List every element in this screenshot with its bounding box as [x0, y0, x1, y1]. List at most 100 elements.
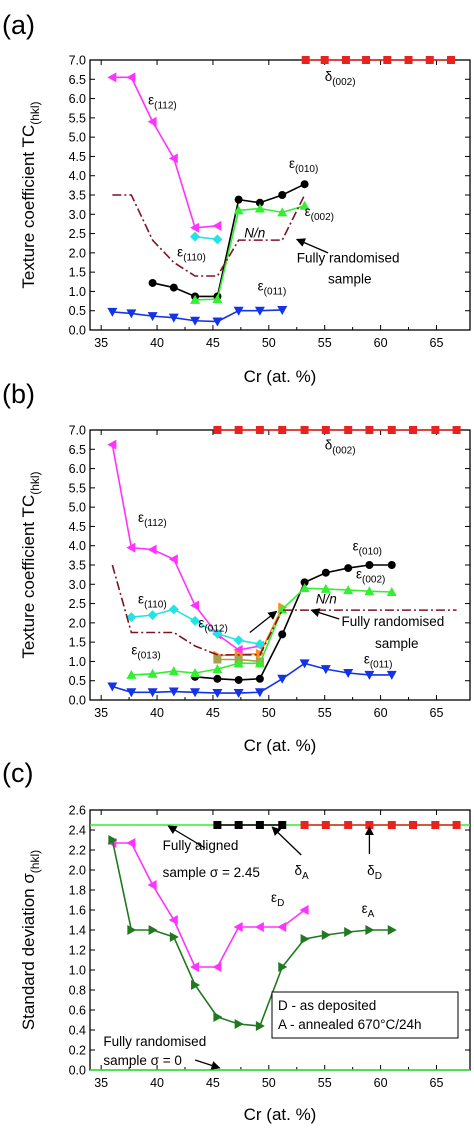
- series-e112: [107, 72, 222, 233]
- data-point-e002: [126, 669, 137, 679]
- data-point-dA: [255, 821, 264, 829]
- y-axis-label-text: Standard deviation σ: [19, 873, 38, 1030]
- data-point-e010: [321, 568, 330, 577]
- annotation-label-subscript: (112): [154, 100, 177, 111]
- annotation-label: Fully randomised: [297, 251, 400, 266]
- y-tick-label: 2.5: [69, 227, 86, 241]
- annotation-label-text: sample σ = 2.45: [163, 865, 260, 880]
- series-line-nn: [111, 564, 457, 656]
- data-point-dD: [452, 821, 461, 829]
- series-line-e011: [112, 662, 392, 694]
- y-tick-label: 7.0: [69, 54, 86, 68]
- data-point-e110: [126, 612, 137, 623]
- x-tick-label: 35: [94, 1076, 108, 1090]
- x-tick-label: 65: [430, 706, 444, 720]
- data-point-d002: [383, 56, 392, 64]
- annotation-arrow: [194, 1059, 221, 1070]
- annotation-label-text: δ: [367, 863, 375, 878]
- chart-panel-1: (b) 35 40 45 50 55 60 65 0.0 0.5 1.0 1.5 2.0 2.5 3.0 3.…: [2, 379, 471, 755]
- x-tick-label: 50: [262, 336, 276, 350]
- data-point-e112: [168, 153, 178, 164]
- annotation-label-text: δ: [325, 437, 333, 452]
- annotation-label-text: ε: [138, 510, 144, 525]
- data-point-e010: [387, 561, 396, 569]
- data-point-e002: [233, 658, 244, 668]
- y-tick-label: 1.0: [69, 285, 86, 299]
- data-point-dD: [431, 821, 440, 829]
- legend-line: A - annealed 670°C/24h: [278, 1017, 422, 1032]
- data-point-eA: [191, 980, 201, 990]
- data-point-d002: [213, 426, 222, 434]
- y-axis-label-subscript: (hkl): [28, 101, 42, 124]
- chart-panel-0: (a) 35 40 45 50 55 60 65 0.0 0.5 1.0 1.5 2.0 2.5 3.0 3.…: [2, 10, 471, 386]
- data-point-e112: [168, 554, 178, 565]
- y-tick-label: 5.0: [69, 131, 86, 145]
- series-e010: [191, 561, 396, 684]
- series-e112: [107, 439, 264, 655]
- data-point-e011: [254, 688, 265, 698]
- annotation-label-subscript: (002): [332, 445, 355, 456]
- data-point-eA: [278, 962, 288, 972]
- data-point-e011: [107, 682, 118, 692]
- data-point-d002: [341, 56, 350, 64]
- data-point-e110: [190, 615, 201, 626]
- data-point-e002: [168, 666, 179, 676]
- annotation-label: sample: [328, 272, 372, 287]
- data-point-e002: [320, 583, 331, 593]
- data-point-dA: [234, 821, 243, 829]
- data-point-e010: [148, 278, 157, 287]
- data-point-dA: [213, 821, 222, 829]
- data-point-e010: [300, 180, 309, 189]
- y-tick-label: 3.0: [69, 578, 86, 592]
- data-point-d002: [452, 426, 461, 434]
- annotation-label-text: Fully randomised: [297, 251, 400, 266]
- data-point-e011: [190, 688, 201, 698]
- annotation-label-subscript: D: [375, 871, 382, 882]
- y-tick-label: 0.2: [69, 1044, 86, 1058]
- x-tick-label: 50: [262, 1076, 276, 1090]
- data-point-e110: [254, 639, 265, 650]
- series-nn: [111, 564, 457, 656]
- data-point-e011: [233, 306, 244, 316]
- y-tick-label: 5.0: [69, 501, 86, 515]
- annotation-label-subscript: (011): [370, 659, 393, 670]
- data-point-dD: [387, 821, 396, 829]
- data-point-eA: [127, 925, 137, 935]
- data-point-dD: [321, 821, 330, 829]
- annotation-label: Fully randomised: [341, 614, 444, 629]
- series-e002: [190, 200, 310, 304]
- data-point-e112: [107, 439, 117, 450]
- y-tick-label: 4.5: [69, 520, 86, 534]
- annotation-label-text: δ: [295, 863, 303, 878]
- x-tick-label: 35: [94, 706, 108, 720]
- data-point-d002: [362, 56, 371, 64]
- annotation-label-text: sample σ = 0: [103, 1053, 182, 1068]
- series-e011: [107, 305, 288, 327]
- series-d002: [301, 56, 455, 64]
- annotation-label-text: ε: [271, 890, 277, 905]
- data-point-e112: [147, 544, 157, 555]
- annotation-label-text: ε: [148, 92, 154, 107]
- x-axis-label: Cr (at. %): [244, 736, 317, 755]
- data-point-e112: [190, 600, 200, 611]
- data-point-d002: [447, 56, 455, 64]
- data-point-e002: [343, 585, 354, 595]
- data-point-d002: [344, 426, 353, 434]
- data-point-d002: [321, 426, 330, 434]
- annotation-label-text: sample: [375, 636, 419, 651]
- y-tick-label: 2.0: [69, 246, 86, 260]
- y-tick-label: 6.0: [69, 462, 86, 476]
- data-point-e112: [233, 644, 243, 655]
- data-point-e013: [213, 655, 222, 664]
- series-e010: [148, 180, 309, 301]
- data-point-e011: [233, 689, 244, 699]
- data-point-e011: [254, 306, 265, 316]
- y-tick-label: 0.6: [69, 1004, 86, 1018]
- data-point-e112: [126, 542, 136, 553]
- annotation-label-text: ε: [138, 592, 144, 607]
- annotation-label: ε(013): [131, 642, 160, 661]
- data-point-e002: [364, 586, 375, 596]
- annotation-label-text: ε: [177, 245, 183, 260]
- data-point-eD: [254, 922, 264, 932]
